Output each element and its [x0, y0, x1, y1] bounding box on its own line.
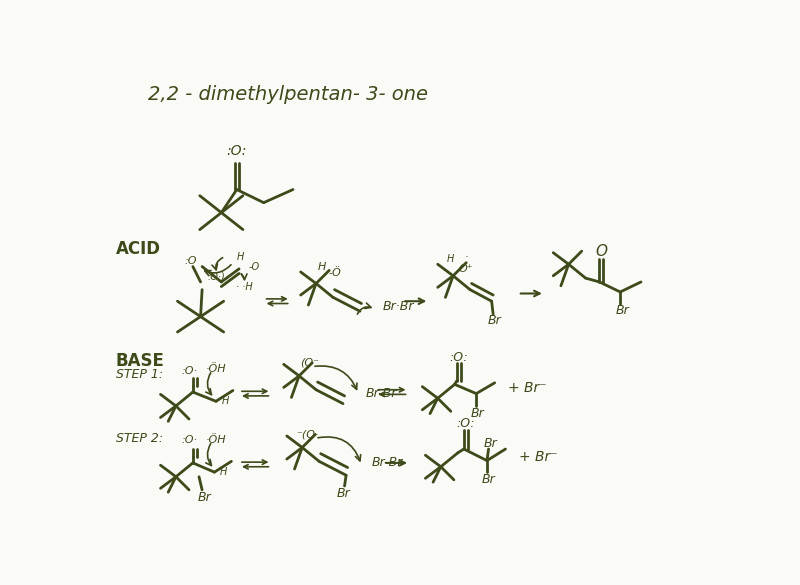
- Text: :O:: :O:: [456, 417, 474, 430]
- Text: Br-Br: Br-Br: [366, 387, 397, 400]
- Text: H: H: [222, 396, 229, 407]
- Text: -O: -O: [248, 261, 259, 271]
- Text: ⁻(O·: ⁻(O·: [296, 429, 319, 439]
- Text: ACID: ACID: [116, 240, 161, 258]
- Text: H: H: [220, 467, 227, 477]
- Text: STEP 2:: STEP 2:: [116, 432, 163, 445]
- Text: :O:: :O:: [226, 144, 247, 158]
- Text: Br: Br: [483, 437, 497, 450]
- Text: + Br⁻: + Br⁻: [509, 381, 547, 395]
- Text: Br: Br: [337, 487, 350, 500]
- Text: · ·H: · ·H: [236, 283, 253, 292]
- Text: Br-Br: Br-Br: [371, 456, 402, 469]
- Text: H: H: [237, 252, 244, 262]
- Text: ·ÖH: ·ÖH: [206, 435, 226, 445]
- Text: :O·: :O·: [181, 366, 197, 376]
- Text: Br: Br: [616, 304, 630, 317]
- Text: ·ÖH: ·ÖH: [206, 364, 226, 374]
- Text: :O: :O: [184, 256, 197, 266]
- Text: + Br⁻: + Br⁻: [519, 450, 558, 464]
- Text: Br·Br: Br·Br: [382, 300, 414, 313]
- Text: BASE: BASE: [116, 352, 165, 370]
- Text: Br: Br: [198, 491, 211, 504]
- Text: (O⁻: (O⁻: [301, 358, 319, 368]
- Text: Br: Br: [488, 314, 502, 327]
- Text: -Ö: -Ö: [328, 268, 341, 278]
- Text: ·
O⁺: · O⁺: [459, 252, 474, 274]
- Text: STEP 1:: STEP 1:: [116, 368, 163, 381]
- Text: :O:: :O:: [449, 351, 468, 364]
- Text: Br: Br: [471, 407, 485, 420]
- Text: Br: Br: [482, 473, 495, 486]
- Text: :O·): :O·): [207, 271, 225, 281]
- Text: H: H: [447, 254, 454, 264]
- Text: 2,2 - dimethylpentan- 3- one: 2,2 - dimethylpentan- 3- one: [148, 85, 428, 104]
- Text: :O·: :O·: [181, 435, 197, 445]
- Text: H: H: [318, 261, 326, 271]
- Text: O: O: [595, 243, 607, 259]
